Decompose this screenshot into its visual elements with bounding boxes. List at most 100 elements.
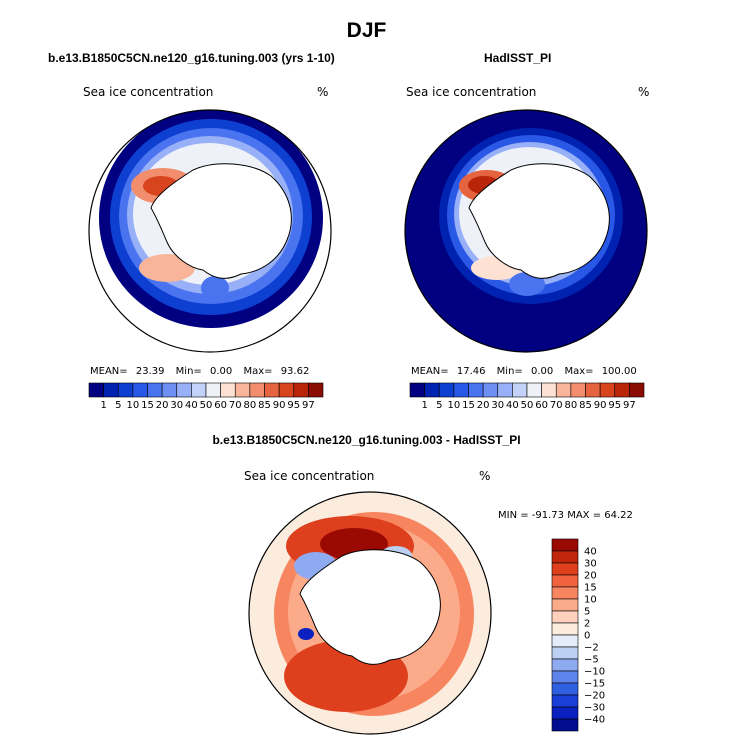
panel-1-colorbar-tick-label: 85	[258, 400, 271, 411]
panel-3-colorbar-tick-label: 2	[584, 619, 590, 630]
panel-2-colorbar-swatch	[409, 382, 425, 398]
panel-1-colorbar-tick-label: 15	[141, 400, 154, 411]
panel-2-mean-label: MEAN=	[411, 366, 449, 377]
panel-3-colorbar-swatch	[551, 682, 579, 696]
panel-2-colorbar-tick-label: 85	[579, 400, 592, 411]
panel-3-colorbar-swatch	[551, 622, 579, 636]
panel-1-colorbar-swatch	[278, 382, 295, 398]
panel-2-mean: 17.46	[456, 366, 486, 377]
antarctica-land	[468, 163, 610, 279]
panel-3-stats: MIN = -91.73 MAX = 64.22	[498, 510, 633, 521]
page-title: DJF	[346, 19, 387, 42]
panel-1-colorbar-tick-label: 20	[156, 400, 169, 411]
panel-2-colorbar-swatch	[512, 382, 528, 398]
ross-blue	[201, 276, 229, 300]
panel-2-colorbar: 1 5 10 15 20 30 40 50 60 70 80 85 90 95 97	[409, 382, 645, 411]
panel-1-colorbar-swatch	[147, 382, 163, 398]
panel-2-colorbar-tick-label: 10	[448, 400, 461, 411]
antarctica-land	[299, 549, 441, 665]
panel-3-colorbar-tick-label: 10	[584, 595, 597, 606]
panel-1-colorbar-tick-label: 5	[115, 400, 121, 411]
panel-1-colorbar-tick-label: 40	[185, 400, 198, 411]
panel-2-max: 100.00	[601, 366, 637, 377]
blue-patch-3	[298, 628, 314, 640]
panel-3-colorbar-tick-label: −30	[584, 703, 605, 714]
panel-2-max-label: Max=	[564, 366, 594, 377]
panel-2-colorbar-swatch	[482, 382, 499, 398]
panel-1-colorbar-swatch	[117, 382, 134, 398]
panel-1-max-label: Max=	[243, 366, 273, 377]
panel-1-colorbar: 1 5 10 15 20 30 40 50 60 70 80 85 90 95 97	[88, 382, 324, 411]
antarctica-land	[150, 163, 292, 279]
panel-2-colorbar-swatch	[497, 382, 513, 398]
panel-2-colorbar-tick-label: 40	[506, 400, 519, 411]
panel-3-colorbar-swatch	[551, 538, 579, 552]
panel-3-colorbar-tick-label: 5	[584, 607, 590, 618]
panel-1-colorbar-swatch	[308, 382, 324, 398]
panel-3-colorbar-swatch	[551, 550, 579, 564]
panel-1-colorbar-swatch	[132, 382, 148, 398]
panel-3-colorbar-swatch	[551, 610, 579, 624]
panel-2-min: 0.00	[530, 366, 554, 377]
panel-2-colorbar-tick-label: 90	[594, 400, 607, 411]
panel-3-map	[248, 491, 492, 735]
panel-1-colorbar-tick-label: 50	[200, 400, 213, 411]
panel-1-colorbar-swatch	[220, 382, 236, 398]
panel-1-colorbar-tick-label: 10	[127, 400, 140, 411]
panel-3-colorbar-tick-label: −2	[584, 643, 599, 654]
panel-2-map	[404, 109, 648, 353]
panel-3-colorbar-tick-label: 15	[584, 583, 597, 594]
panel-2-colorbar-tick-label: 80	[565, 400, 578, 411]
ross-high	[139, 254, 195, 282]
panel-3-colorbar-tick-label: −20	[584, 691, 605, 702]
panel-1-colorbar-swatch	[161, 382, 178, 398]
panel-2-stats: MEAN= 17.46 Min= 0.00 Max= 100.00	[411, 366, 637, 377]
panel-1-title: b.e13.B1850C5CN.ne120_g16.tuning.003 (yr…	[48, 51, 335, 65]
panel-3-colorbar-swatch	[551, 658, 579, 672]
panel-3-colorbar-tick-label: 0	[584, 631, 590, 642]
panel-1-colorbar-tick-label: 95	[287, 400, 300, 411]
panel-2-title: HadISST_PI	[484, 51, 552, 65]
panel-1-colorbar-tick-label: 1	[100, 400, 106, 411]
panel-3-colorbar-swatch	[551, 670, 579, 684]
panel-3-colorbar-tick-label: 20	[584, 571, 597, 582]
panel-2-colorbar-swatch	[526, 382, 542, 398]
panel-3-title: b.e13.B1850C5CN.ne120_g16.tuning.003 - H…	[212, 433, 521, 447]
panel-1-colorbar-swatch	[205, 382, 221, 398]
panel-2-colorbar-swatch	[570, 382, 586, 398]
panel-2-colorbar-tick-label: 95	[608, 400, 621, 411]
panel-2-colorbar-tick-label: 15	[462, 400, 475, 411]
panel-1-colorbar-tick-label: 70	[229, 400, 242, 411]
panel-2-colorbar-tick-label: 60	[535, 400, 548, 411]
panel-2-colorbar-tick-label: 30	[491, 400, 504, 411]
panel-3-colorbar-swatch	[551, 574, 579, 588]
panel-2-variable-label: Sea ice concentration	[406, 85, 537, 99]
panel-3-units-label: %	[479, 469, 491, 483]
panel-1-colorbar-swatch	[191, 382, 207, 398]
panel-1-colorbar-tick-label: 97	[302, 400, 315, 411]
panel-1-colorbar-tick-label: 90	[273, 400, 286, 411]
panel-2-min-label: Min=	[496, 366, 523, 377]
panel-1-mean-label: MEAN=	[90, 366, 128, 377]
panel-1-colorbar-swatch	[88, 382, 104, 398]
panel-2-colorbar-swatch	[555, 382, 572, 398]
panel-3-colorbar-swatch	[551, 646, 579, 660]
panel-2-colorbar-swatch	[614, 382, 630, 398]
panel-3-colorbar-tick-label: −40	[584, 715, 605, 726]
panel-2-colorbar-tick-label: 50	[521, 400, 534, 411]
panel-1-min-label: Min=	[175, 366, 202, 377]
panel-1-colorbar-tick-label: 80	[244, 400, 257, 411]
panel-1-map	[88, 109, 332, 353]
panel-1-colorbar-tick-label: 30	[170, 400, 183, 411]
panel-3-colorbar-swatch	[551, 706, 579, 720]
panel-3-variable-label: Sea ice concentration	[244, 469, 375, 483]
panel-1-mean: 23.39	[135, 366, 165, 377]
panel-1-colorbar-swatch	[249, 382, 265, 398]
panel-2-colorbar-tick-label: 70	[550, 400, 563, 411]
panel-2-colorbar-tick-label: 1	[421, 400, 427, 411]
panel-1-variable-label: Sea ice concentration	[83, 85, 214, 99]
panel-1-units-label: %	[317, 85, 329, 99]
panel-3-colorbar-swatch	[551, 718, 579, 732]
panel-3-colorbar-swatch	[551, 598, 579, 612]
panel-3-colorbar-tick-label: −15	[584, 679, 605, 690]
